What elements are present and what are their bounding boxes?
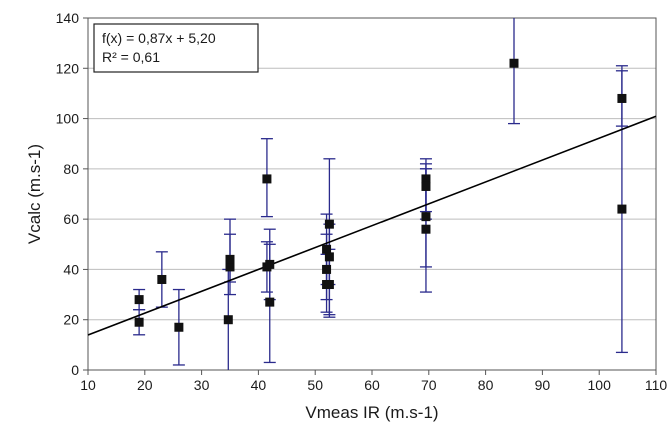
data-point (421, 181, 431, 191)
data-point (262, 174, 272, 184)
y-tick-label: 20 (63, 312, 79, 328)
data-point (265, 259, 275, 269)
y-axis-ticks: 0 20 40 60 80 100 120 140 (56, 10, 88, 378)
data-point (509, 58, 519, 68)
x-axis-ticks: 10 20 30 40 50 60 70 80 90 100 110 (80, 370, 667, 393)
x-tick-label: 110 (645, 377, 668, 393)
y-tick-label: 140 (56, 10, 80, 26)
y-axis-title: Vcalc (m.s-1) (25, 144, 44, 244)
y-tick-label: 100 (56, 111, 80, 127)
data-point (322, 244, 332, 254)
data-point (617, 93, 627, 103)
annotation-box (93, 23, 259, 73)
regression-annotation: f(x) = 0,87x + 5,20 R² = 0,61 (93, 23, 259, 73)
x-tick-label: 70 (421, 377, 437, 393)
data-point (225, 254, 235, 264)
data-point (421, 174, 431, 184)
data-point (134, 317, 144, 327)
data-point (225, 262, 235, 272)
y-tick-label: 40 (63, 261, 79, 277)
x-tick-label: 20 (137, 377, 153, 393)
y-tick-label: 60 (63, 211, 79, 227)
data-point (322, 264, 332, 274)
trend-line (87, 115, 657, 336)
data-point (421, 212, 431, 222)
data-point (174, 322, 184, 332)
x-tick-label: 40 (251, 377, 267, 393)
x-tick-label: 30 (194, 377, 210, 393)
data-points (134, 58, 627, 332)
x-tick-label: 50 (307, 377, 323, 393)
data-point (617, 204, 627, 214)
data-point (223, 315, 233, 325)
x-tick-label: 80 (478, 377, 494, 393)
data-point (134, 295, 144, 305)
data-point (324, 219, 334, 229)
r-squared-label: R² = 0,61 (102, 49, 160, 65)
data-point (157, 274, 167, 284)
x-tick-label: 10 (80, 377, 96, 393)
regression-equation: f(x) = 0,87x + 5,20 (102, 30, 216, 46)
y-tick-label: 80 (63, 161, 79, 177)
data-point (265, 297, 275, 307)
data-point (421, 224, 431, 234)
x-axis-title: Vmeas IR (m.s-1) (305, 403, 438, 422)
y-tick-label: 0 (71, 362, 79, 378)
data-point (324, 252, 334, 262)
x-tick-label: 100 (588, 377, 612, 393)
error-bar (508, 18, 520, 125)
x-tick-label: 90 (535, 377, 551, 393)
grid-lines (88, 67, 656, 321)
x-tick-label: 60 (364, 377, 380, 393)
data-point (324, 280, 334, 290)
y-tick-label: 120 (56, 60, 80, 76)
